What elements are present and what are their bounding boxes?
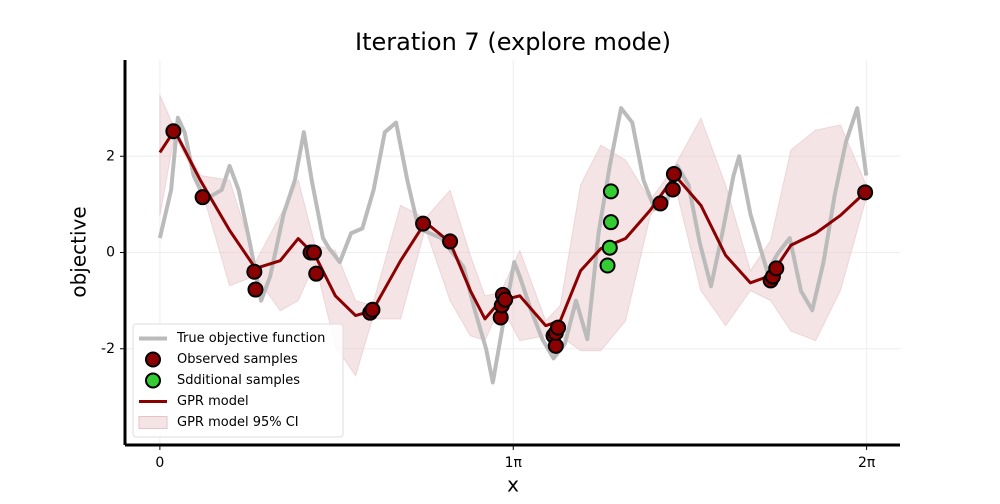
point (247, 281, 264, 298)
line (157, 106, 869, 385)
legend-label: True objective function (176, 331, 325, 346)
point (550, 319, 567, 336)
point (599, 257, 616, 274)
x-tick-label: 2π (858, 455, 876, 471)
legend-label: GPR model 95% CI (177, 415, 299, 430)
point (602, 183, 619, 200)
point (364, 301, 381, 318)
point (415, 215, 432, 232)
legend: True objective function Observed samples S… (132, 323, 344, 438)
legend-swatch (145, 372, 161, 389)
legend-swatch (145, 351, 161, 368)
point (664, 181, 681, 198)
legend-label: Sdditional samples (177, 373, 300, 388)
point (665, 166, 682, 183)
legend-box (132, 323, 344, 438)
point (652, 195, 669, 212)
point (497, 291, 514, 308)
chart-title: Iteration 7 (explore mode) (355, 28, 671, 56)
y-tick-label: -2 (101, 341, 115, 357)
point (308, 265, 325, 282)
point (305, 244, 322, 261)
y-tick-label: 2 (106, 148, 115, 164)
point (602, 214, 619, 231)
y-axis-label: objective (67, 206, 91, 297)
point (246, 263, 263, 280)
point (194, 189, 211, 206)
legend-swatch (138, 416, 168, 429)
x-axis-label: x (507, 473, 519, 497)
point (768, 260, 785, 277)
y-tick-label: 0 (106, 245, 115, 261)
point (547, 337, 564, 354)
point (857, 184, 874, 201)
legend-label: GPR model (177, 394, 249, 409)
x-tick-label: 1π (505, 455, 523, 471)
point (601, 239, 618, 256)
point (442, 233, 459, 250)
x-tick-label: 0 (155, 455, 164, 471)
legend-label: Observed samples (177, 352, 298, 367)
point (165, 123, 182, 140)
